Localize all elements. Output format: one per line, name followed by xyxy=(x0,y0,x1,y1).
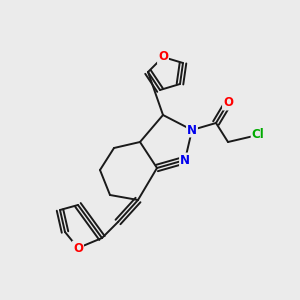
Text: N: N xyxy=(187,124,197,136)
Text: O: O xyxy=(158,50,168,64)
Text: Cl: Cl xyxy=(252,128,264,142)
Text: O: O xyxy=(223,97,233,110)
Text: O: O xyxy=(73,242,83,254)
Text: N: N xyxy=(180,154,190,166)
